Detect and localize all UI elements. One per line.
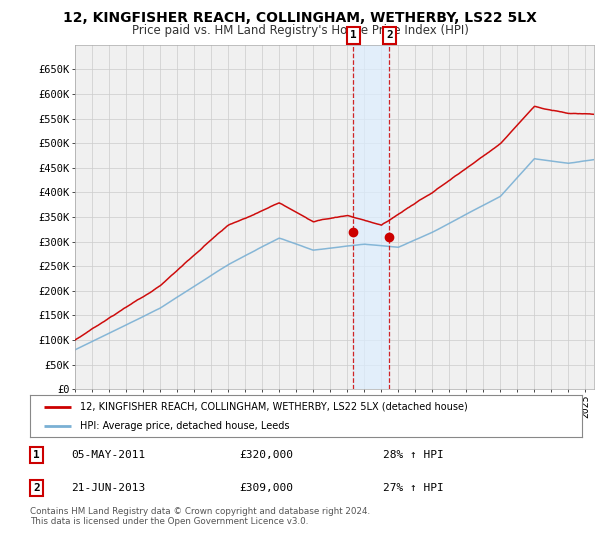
Text: HPI: Average price, detached house, Leeds: HPI: Average price, detached house, Leed… bbox=[80, 421, 289, 431]
Text: Price paid vs. HM Land Registry's House Price Index (HPI): Price paid vs. HM Land Registry's House … bbox=[131, 24, 469, 36]
Text: 27% ↑ HPI: 27% ↑ HPI bbox=[383, 483, 444, 493]
Text: £309,000: £309,000 bbox=[240, 483, 294, 493]
Text: £320,000: £320,000 bbox=[240, 450, 294, 460]
Text: 21-JUN-2013: 21-JUN-2013 bbox=[71, 483, 146, 493]
Text: 1: 1 bbox=[350, 30, 356, 40]
Text: 12, KINGFISHER REACH, COLLINGHAM, WETHERBY, LS22 5LX: 12, KINGFISHER REACH, COLLINGHAM, WETHER… bbox=[63, 11, 537, 25]
Text: 28% ↑ HPI: 28% ↑ HPI bbox=[383, 450, 444, 460]
Text: 2: 2 bbox=[33, 483, 40, 493]
Text: Contains HM Land Registry data © Crown copyright and database right 2024.
This d: Contains HM Land Registry data © Crown c… bbox=[30, 507, 370, 526]
Text: 05-MAY-2011: 05-MAY-2011 bbox=[71, 450, 146, 460]
Text: 2: 2 bbox=[386, 30, 392, 40]
Bar bbox=[353, 45, 389, 389]
Text: 12, KINGFISHER REACH, COLLINGHAM, WETHERBY, LS22 5LX (detached house): 12, KINGFISHER REACH, COLLINGHAM, WETHER… bbox=[80, 402, 467, 412]
Text: 1: 1 bbox=[33, 450, 40, 460]
